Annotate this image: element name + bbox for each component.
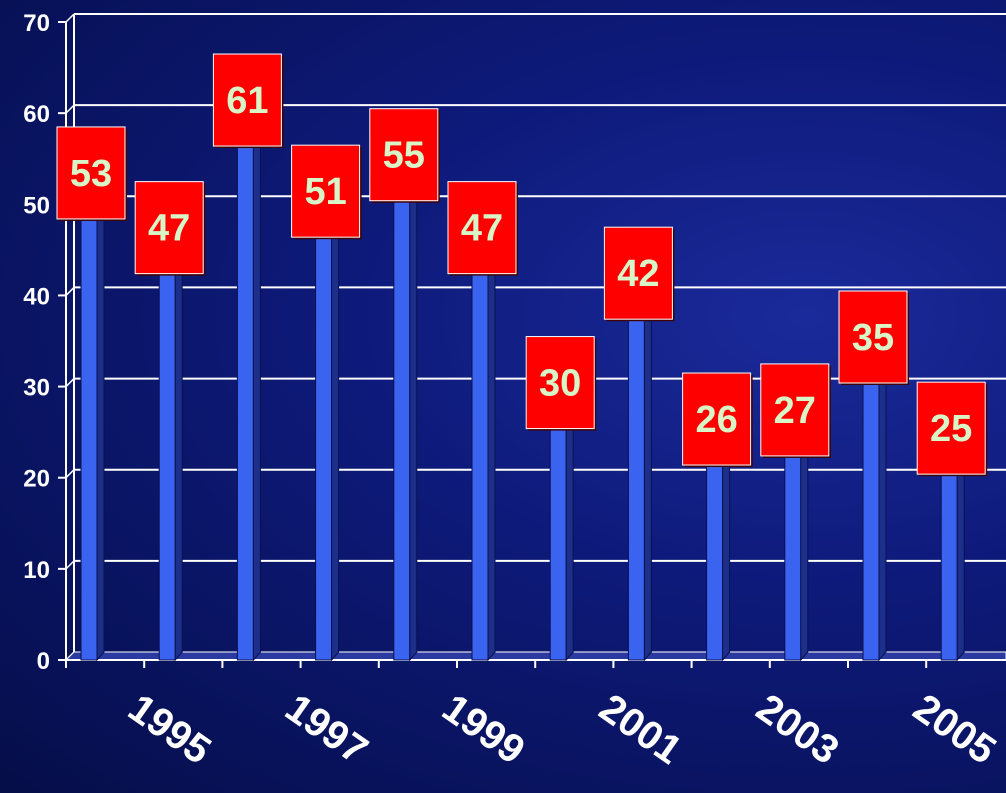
data-label-box [760,363,830,457]
y-tick-label: 20 [23,466,50,493]
y-tick-depth [65,13,75,23]
data-label: 55 [383,135,425,177]
bar [627,276,645,661]
bar [471,231,489,661]
data-label: 27 [774,390,816,432]
x-tick-label: 1997 [277,686,375,773]
x-tick-label: 2001 [591,686,689,773]
bar-side [174,222,183,662]
y-tick-label: 30 [23,375,50,402]
bar [393,158,411,661]
data-label: 42 [617,253,659,295]
data-label-box [291,144,361,238]
bar-side [487,222,496,662]
bar-side [96,167,105,662]
data-label-box [603,226,673,320]
bar-side [252,94,261,662]
y-tick-label: 50 [23,192,50,219]
data-label: 51 [304,171,346,213]
x-tick-label: 1995 [120,686,218,773]
x-tick-label: 2005 [905,686,1003,773]
bar [236,103,254,661]
data-label-box [682,372,752,466]
data-label: 47 [461,208,503,250]
data-label: 25 [930,408,972,450]
bar-side [331,185,340,662]
y-tick-label: 70 [23,10,50,37]
axes [58,13,1006,668]
y-tick-depth [65,469,75,479]
data-label-box [212,53,282,147]
y-tick-label: 10 [23,557,50,584]
data-label-box [838,290,908,384]
data-label-box [56,126,126,220]
data-label: 26 [695,399,737,441]
data-label-box [916,381,986,475]
y-tick-depth [65,286,75,296]
data-label-box [369,108,439,202]
y-tick-depth [65,560,75,570]
y-tick-label: 0 [37,648,50,675]
bar-side [409,149,418,662]
bar-side [643,267,652,662]
y-tick-label: 60 [23,101,50,128]
y-tick-label: 40 [23,283,50,310]
data-label-box [134,181,204,275]
bar [315,194,333,661]
data-label: 35 [852,317,894,359]
bar [862,340,880,661]
data-labels: 53 47 61 51 55 47 30 42 26 27 35 25 [56,53,988,477]
x-tick-label: 2003 [748,686,846,773]
x-tick-label: 1999 [434,686,532,773]
data-label: 30 [539,363,581,405]
data-label: 61 [226,80,268,122]
bars [80,94,965,662]
data-label: 47 [148,208,190,250]
data-label-box [447,181,517,275]
y-tick-depth [65,378,75,388]
bar [158,231,176,661]
data-label: 53 [70,153,112,195]
data-label-box [525,336,595,430]
y-tick-depth [65,104,75,114]
bar [80,176,98,661]
